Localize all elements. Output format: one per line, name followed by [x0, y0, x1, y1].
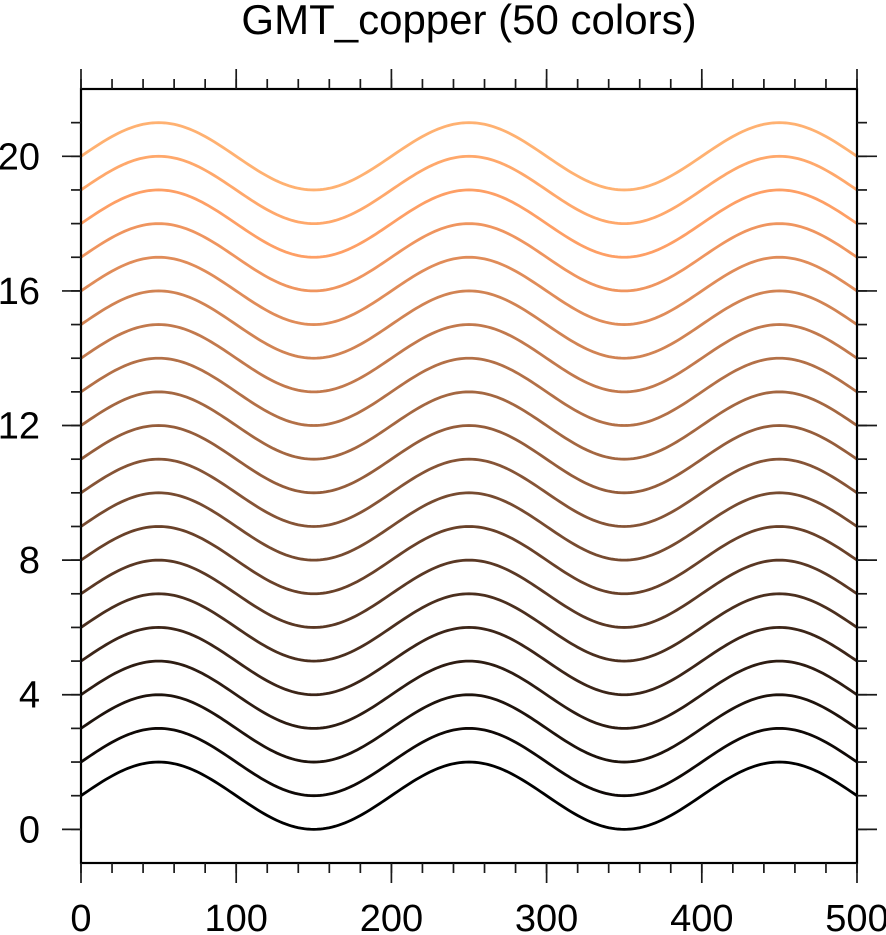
- plot-frame: [79, 87, 859, 865]
- sine-curve: [79, 188, 859, 259]
- sine-curve: [79, 390, 859, 461]
- sine-curve: [79, 491, 859, 562]
- y-axis-tick-label: 12: [0, 406, 40, 448]
- sine-curve: [79, 323, 859, 394]
- sine-curve: [79, 154, 859, 226]
- y-axis-tick-label: 4: [19, 675, 40, 717]
- x-axis-tick-label: 400: [670, 898, 733, 935]
- sine-curve: [79, 356, 859, 427]
- chart-title: GMT_copper (50 colors): [241, 0, 697, 43]
- sine-curve: [79, 525, 859, 596]
- sine-curve: [79, 659, 859, 730]
- sine-curve: [79, 693, 859, 764]
- sine-curve: [79, 592, 859, 663]
- sine-curve: [79, 558, 859, 629]
- x-axis-tick-label: 300: [515, 898, 578, 935]
- y-axis-tick-label: 20: [0, 136, 40, 178]
- x-axis-tick-label: 200: [360, 898, 423, 935]
- x-axis-tick-label: 0: [70, 898, 91, 935]
- y-axis-tick-label: 0: [19, 809, 40, 851]
- sine-curve: [79, 726, 859, 798]
- sine-curve: [79, 289, 859, 360]
- sine-curve: [79, 424, 859, 495]
- y-axis-tick-label: 16: [0, 271, 40, 313]
- sine-curve: [79, 121, 859, 192]
- sine-curve: [79, 255, 859, 326]
- x-axis-tick-label: 100: [204, 898, 267, 935]
- sine-curve: [79, 457, 859, 528]
- sine-curve: [79, 760, 859, 831]
- sine-curve: [79, 222, 859, 293]
- y-axis-tick-label: 8: [19, 540, 40, 582]
- x-axis-tick-label: 500: [825, 898, 886, 935]
- sine-curve: [79, 626, 859, 697]
